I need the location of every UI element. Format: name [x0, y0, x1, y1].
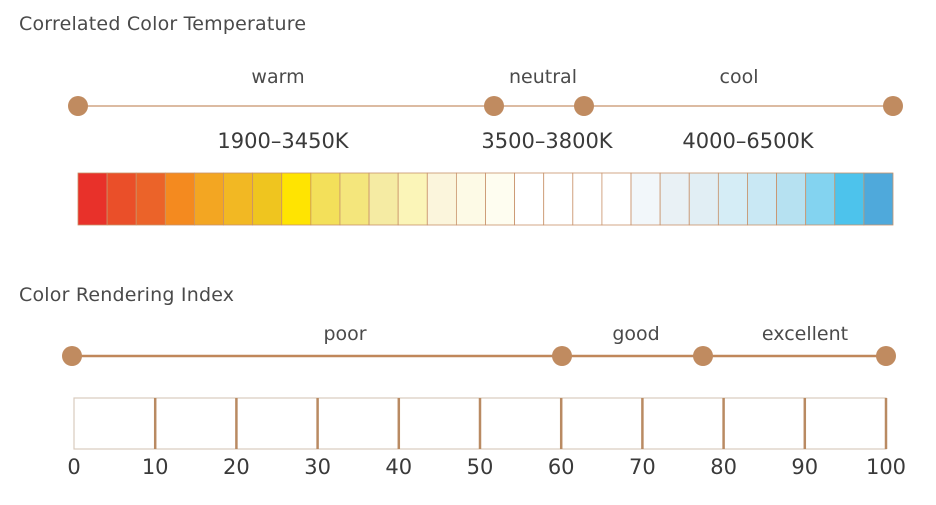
cct-marker-start	[68, 96, 88, 116]
cct-color-swatch	[310, 172, 341, 226]
cct-color-swatch	[485, 172, 516, 226]
cct-color-swatch	[543, 172, 574, 226]
cct-color-swatch	[397, 172, 428, 226]
cct-color-swatch	[747, 172, 777, 226]
cct-label-warm: warm	[251, 66, 305, 88]
cct-marker-warm-end	[484, 96, 504, 116]
cri-marker-60	[552, 346, 572, 366]
cct-color-swatch	[223, 172, 254, 226]
cri-label-poor: poor	[323, 323, 367, 345]
cri-tick-label: 0	[67, 455, 81, 479]
cri-label-excellent: excellent	[761, 323, 849, 345]
cri-tick-label: 10	[141, 455, 169, 479]
cct-range-neutral: 3500–3800K	[481, 129, 613, 153]
cct-color-swatch	[688, 172, 719, 226]
cct-color-swatch	[426, 172, 457, 226]
cct-marker-neutral-end	[574, 96, 594, 116]
cct-color-swatch	[252, 172, 283, 226]
cri-tick-label: 90	[791, 455, 819, 479]
cct-color-swatch	[514, 172, 545, 226]
cct-color-swatch	[164, 172, 195, 226]
cct-color-swatch	[368, 172, 399, 226]
cct-color-swatch	[630, 172, 661, 226]
cri-tick-label: 30	[304, 455, 331, 479]
cct-color-swatch	[659, 172, 690, 226]
cri-tick-label: 70	[629, 455, 656, 479]
cct-color-swatch	[863, 172, 894, 226]
cri-tick-marks	[153, 398, 888, 449]
cct-color-swatch	[281, 172, 312, 226]
cct-color-swatch	[834, 172, 865, 226]
cct-color-swatch	[601, 172, 632, 226]
cct-color-swatch	[77, 172, 108, 226]
cct-marker-end	[883, 96, 903, 116]
cri-title: Color Rendering Index	[19, 284, 235, 306]
cct-title: Correlated Color Temperature	[19, 13, 307, 35]
cct-range-warm: 1900–3450K	[217, 129, 349, 153]
cri-marker-0	[62, 346, 82, 366]
cri-tick-label: 40	[385, 455, 413, 479]
cct-color-swatch	[572, 172, 603, 226]
cri-tick-label: 50	[466, 455, 494, 479]
cri-tick-label: 60	[547, 455, 575, 479]
cct-color-swatch	[135, 172, 166, 226]
cct-color-swatch	[455, 172, 486, 226]
cri-marker-100	[876, 346, 896, 366]
cct-color-swatch	[339, 172, 370, 226]
cct-color-swatch	[776, 172, 807, 226]
cct-color-swatch	[805, 172, 836, 226]
cri-marker-78	[693, 346, 713, 366]
cct-color-swatch	[194, 172, 224, 226]
cri-tick-label: 80	[710, 455, 737, 479]
cct-color-swatch	[717, 172, 748, 226]
cct-label-cool: cool	[719, 66, 759, 88]
cct-label-neutral: neutral	[509, 66, 577, 88]
cri-tick-label: 100	[865, 455, 907, 479]
cri-tick-label: 20	[223, 455, 250, 479]
cct-color-strip	[77, 172, 894, 226]
cri-label-good: good	[612, 323, 660, 345]
cct-color-swatch	[106, 172, 137, 226]
cct-range-cool: 4000–6500K	[682, 129, 814, 153]
